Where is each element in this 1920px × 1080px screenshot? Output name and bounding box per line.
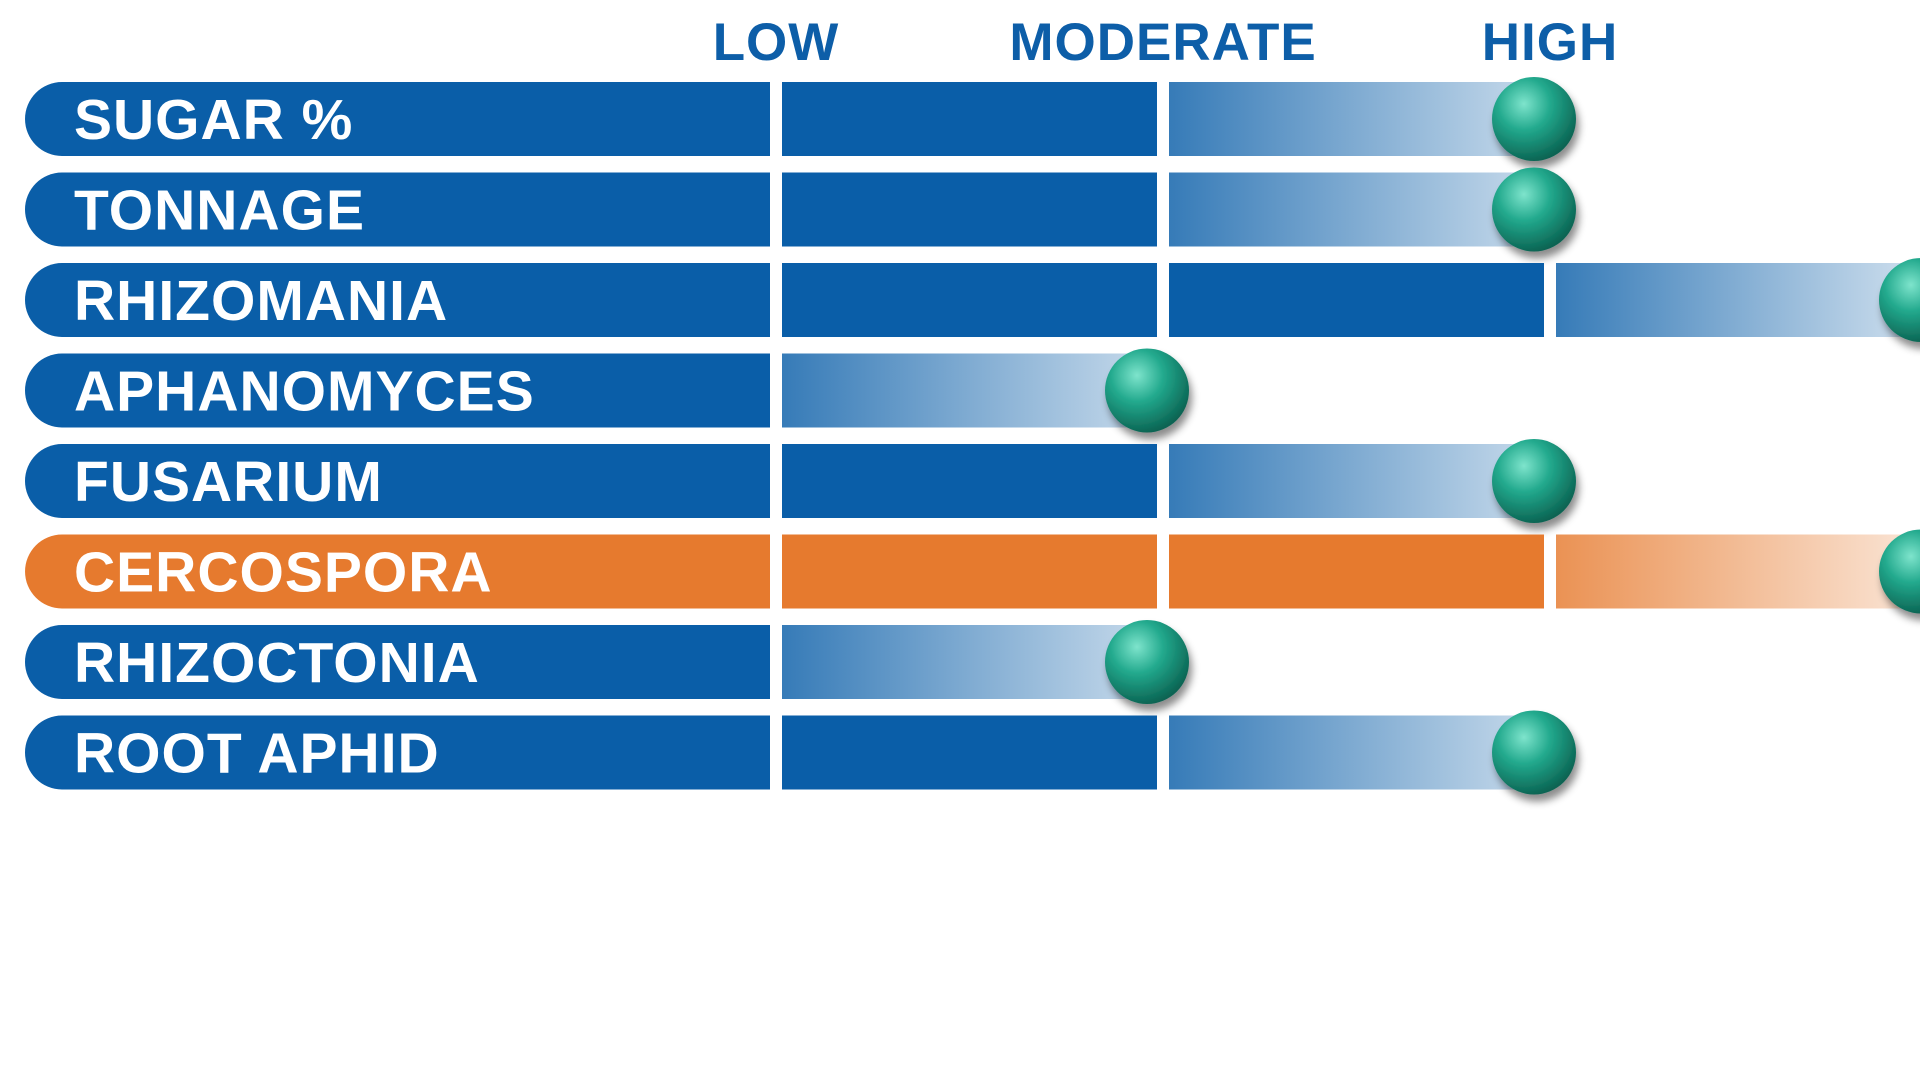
marker-cercospora-teal-ball-icon (1879, 529, 1920, 614)
bar-segment-tonnage-1 (782, 172, 1157, 247)
bar-segment-cercospora-2 (1169, 534, 1544, 609)
row-cercospora: CERCOSPORA (25, 529, 1920, 614)
marker-sugar-teal-ball-icon (1492, 77, 1576, 161)
marker-rhizomania-teal-ball-icon (1879, 258, 1920, 342)
scale-label-low: LOW (713, 13, 840, 72)
bar-segment-cercospora-3 (1556, 534, 1905, 609)
bar-segment-root-aphid-1 (782, 715, 1157, 790)
row-root-aphid: ROOT APHID (25, 710, 1576, 795)
row-label-rhizoctonia: RHIZOCTONIA (74, 631, 480, 695)
scale-label-moderate: MODERATE (1009, 13, 1316, 72)
marker-fusarium-teal-ball-icon (1492, 439, 1576, 523)
row-label-sugar: SUGAR % (74, 88, 353, 152)
scale-label-high: HIGH (1482, 13, 1619, 72)
bar-label-segment-rhizomania (25, 263, 770, 337)
row-label-root-aphid: ROOT APHID (74, 722, 440, 786)
bar-label-segment-aphanomyces (25, 353, 771, 428)
bar-segment-rhizomania-3 (1556, 263, 1905, 337)
bar-label-segment-sugar (25, 82, 771, 156)
bar-segment-sugar-2 (1169, 82, 1544, 156)
bar-segment-root-aphid-2 (1169, 715, 1544, 790)
row-rhizomania: RHIZOMANIA (25, 258, 1920, 342)
bar-label-segment-cercospora (25, 534, 771, 609)
trait-rows: SUGAR % TONNAGE RHIZOMANIA APHANOMYCES FUSAR… (25, 77, 1920, 795)
bar-segment-rhizomania-1 (782, 263, 1157, 337)
row-aphanomyces: APHANOMYCES (25, 348, 1189, 433)
row-tonnage: TONNAGE (25, 167, 1576, 252)
row-label-fusarium: FUSARIUM (74, 450, 383, 514)
row-label-aphanomyces: APHANOMYCES (74, 360, 535, 424)
bar-segment-rhizoctonia-1 (782, 625, 1157, 699)
bar-segment-sugar-1 (782, 82, 1157, 156)
bar-segment-rhizomania-2 (1169, 263, 1544, 337)
bar-segment-fusarium-1 (782, 444, 1157, 518)
row-label-tonnage: TONNAGE (74, 179, 365, 243)
row-fusarium: FUSARIUM (25, 439, 1576, 523)
bar-segment-fusarium-2 (1169, 444, 1544, 518)
bar-segment-cercospora-1 (782, 534, 1157, 609)
bar-segment-tonnage-2 (1169, 172, 1544, 247)
bar-label-segment-rhizoctonia (25, 625, 770, 699)
rating-scale-header: LOW MODERATE HIGH (713, 13, 1619, 72)
row-label-rhizomania: RHIZOMANIA (74, 269, 448, 333)
bar-label-segment-fusarium (25, 444, 770, 518)
marker-root-aphid-teal-ball-icon (1492, 710, 1576, 795)
marker-tonnage-teal-ball-icon (1492, 167, 1576, 252)
marker-rhizoctonia-teal-ball-icon (1105, 620, 1189, 704)
marker-aphanomyces-teal-ball-icon (1105, 348, 1189, 433)
row-rhizoctonia: RHIZOCTONIA (25, 620, 1189, 704)
row-label-cercospora: CERCOSPORA (74, 541, 493, 605)
bar-label-segment-root-aphid (25, 715, 771, 790)
row-sugar: SUGAR % (25, 77, 1576, 161)
bar-label-segment-tonnage (25, 172, 771, 247)
bar-segment-aphanomyces-1 (782, 353, 1157, 428)
